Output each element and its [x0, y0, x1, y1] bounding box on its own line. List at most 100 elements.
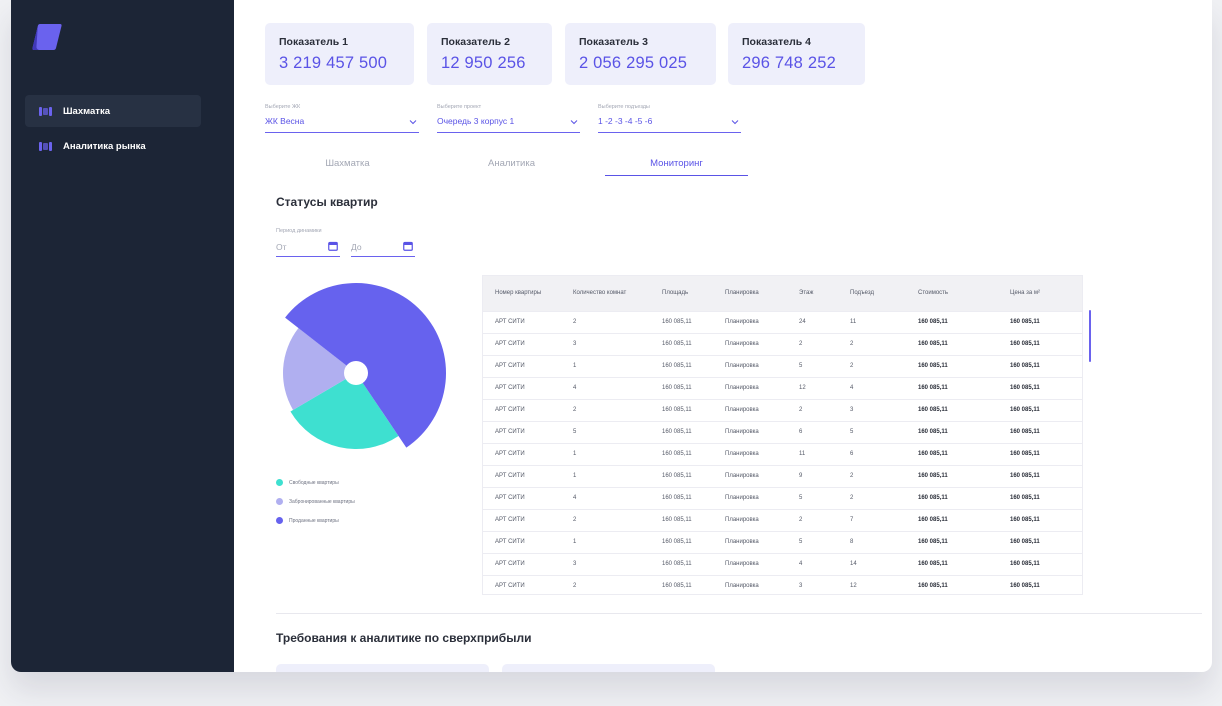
table-cell: 5 — [850, 429, 854, 435]
table-cell: 160 085,11 — [662, 429, 692, 435]
table-cell: 3 — [850, 407, 854, 413]
kpi-value: 12 950 256 — [441, 54, 526, 72]
main-content: Показатель 1 3 219 457 500 Показатель 2 … — [234, 0, 1212, 672]
legend-swatch — [276, 517, 283, 524]
calendar-icon[interactable] — [328, 241, 338, 251]
table-cell: 2 — [799, 517, 803, 523]
pie-slice-sold[interactable] — [285, 282, 447, 448]
table-row[interactable]: АРТ СИТИ 1 160 085,11 Планировка 5 8 160 085,1… — [483, 531, 1082, 553]
chevron-down-icon — [409, 120, 417, 125]
table-cell: 160 085,11 — [662, 495, 692, 501]
legend-swatch — [276, 479, 283, 486]
table-cell: 2 — [850, 363, 854, 369]
column-header[interactable]: Номер квартиры — [495, 290, 542, 297]
column-header[interactable]: Планировка — [725, 290, 759, 297]
legend-item: Забронированные квартиры — [276, 492, 355, 511]
table-scrollbar[interactable] — [1089, 310, 1091, 362]
table-row[interactable]: АРТ СИТИ 1 160 085,11 Планировка 9 2 160 085,1… — [483, 465, 1082, 487]
table-cell: 160 085,11 — [1010, 363, 1040, 369]
table-cell: АРТ СИТИ — [495, 319, 525, 325]
table-cell: 160 085,11 — [918, 385, 948, 391]
complex-select[interactable]: Выберите ЖК ЖК Весна — [265, 104, 419, 133]
date-from-field[interactable]: От — [276, 239, 340, 257]
pie-center-hole — [344, 361, 368, 385]
chevron-down-icon — [731, 120, 739, 125]
column-header[interactable]: Цена за м² — [1010, 290, 1040, 297]
calendar-icon[interactable] — [403, 241, 413, 251]
sidebar-item-chessboard[interactable]: Шахматка — [25, 95, 201, 127]
table-row[interactable]: АРТ СИТИ 4 160 085,11 Планировка 5 2 160 085,1… — [483, 487, 1082, 509]
app-logo-icon[interactable] — [31, 22, 63, 52]
section-title-statuses: Статусы квартир — [276, 195, 378, 209]
date-to-field[interactable]: До — [351, 239, 415, 257]
tab-analytics[interactable]: Аналитика — [487, 158, 536, 169]
table-cell: 12 — [850, 583, 857, 590]
table-cell: Планировка — [725, 473, 759, 479]
table-cell: 160 085,11 — [662, 517, 692, 523]
requirement-card[interactable] — [502, 664, 715, 672]
table-cell: 1 — [573, 451, 577, 457]
table-cell: АРТ СИТИ — [495, 473, 525, 479]
sidebar-item-label: Шахматка — [63, 105, 110, 117]
table-row[interactable]: АРТ СИТИ 3 160 085,11 Планировка 4 14 160 085,… — [483, 553, 1082, 575]
table-cell: 1 — [573, 473, 577, 479]
table-cell: 160 085,11 — [662, 363, 692, 369]
legend-item: Проданные квартиры — [276, 511, 355, 530]
table-cell: АРТ СИТИ — [495, 429, 525, 435]
building-icon — [39, 141, 52, 151]
table-cell: АРТ СИТИ — [495, 539, 525, 545]
table-cell: АРТ СИТИ — [495, 517, 525, 523]
select-value: Очередь 3 корпус 1 — [437, 116, 515, 126]
table-cell: 160 085,11 — [918, 539, 948, 545]
tab-monitoring[interactable]: Мониторинг — [605, 150, 748, 176]
table-cell: 4 — [573, 495, 577, 501]
column-header[interactable]: Количество комнат — [573, 290, 627, 297]
sidebar-item-label: Аналитика рынка — [63, 140, 146, 152]
pie-legend: Свободные квартиры Забронированные кварт… — [276, 473, 355, 530]
table-cell: 3 — [573, 561, 577, 567]
table-cell: 5 — [573, 429, 577, 435]
table-cell: 11 — [850, 319, 857, 325]
table-cell: 2 — [799, 341, 803, 347]
table-row[interactable]: АРТ СИТИ 2 160 085,11 Планировка 24 11 160 085… — [483, 311, 1082, 333]
column-header[interactable]: Площадь — [662, 290, 689, 297]
table-cell: 5 — [799, 539, 803, 545]
pie-slice-free[interactable] — [290, 373, 399, 450]
tab-chessboard[interactable]: Шахматка — [325, 158, 370, 169]
column-header[interactable]: Подъезд — [850, 290, 874, 297]
kpi-label: Показатель 1 — [279, 36, 348, 48]
sidebar-item-market-analytics[interactable]: Аналитика рынка — [25, 130, 201, 162]
pie-slice-reserved[interactable] — [283, 328, 356, 410]
table-cell: 160 085,11 — [918, 363, 948, 369]
table-cell: 160 085,11 — [1010, 319, 1040, 325]
table-cell: Планировка — [725, 495, 759, 501]
date-to-placeholder: До — [351, 242, 362, 252]
table-row[interactable]: АРТ СИТИ 3 160 085,11 Планировка 2 2 160 085,1… — [483, 333, 1082, 355]
table-row[interactable]: АРТ СИТИ 5 160 085,11 Планировка 6 5 160 085,1… — [483, 421, 1082, 443]
table-cell: АРТ СИТИ — [495, 363, 525, 369]
table-cell: 160 085,11 — [1010, 539, 1040, 545]
table-cell: 11 — [799, 451, 806, 457]
kpi-card: Показатель 2 12 950 256 — [427, 23, 552, 85]
table-row[interactable]: АРТ СИТИ 2 160 085,11 Планировка 3 12 160 085,… — [483, 575, 1082, 597]
table-cell: 4 — [850, 385, 854, 391]
entrance-select[interactable]: Выберите подъезды 1 -2 -3 -4 -5 -6 — [598, 104, 741, 133]
table-row[interactable]: АРТ СИТИ 2 160 085,11 Планировка 2 7 160 085,1… — [483, 509, 1082, 531]
table-row[interactable]: АРТ СИТИ 2 160 085,11 Планировка 2 3 160 085,1… — [483, 399, 1082, 421]
table-row[interactable]: АРТ СИТИ 1 160 085,11 Планировка 5 2 160 085,1… — [483, 355, 1082, 377]
table-cell: АРТ СИТИ — [495, 561, 525, 567]
table-cell: 160 085,11 — [918, 451, 948, 457]
table-row[interactable]: АРТ СИТИ 4 160 085,11 Планировка 12 4 160 085,… — [483, 377, 1082, 399]
apartments-table: Номер квартиры Количество комнат Площадь… — [482, 275, 1083, 595]
requirement-card[interactable] — [276, 664, 489, 672]
table-cell: 160 085,11 — [662, 583, 692, 590]
table-row[interactable]: АРТ СИТИ 1 160 085,11 Планировка 11 6 160 085,… — [483, 443, 1082, 465]
column-header[interactable]: Стоимость — [918, 290, 949, 297]
table-cell: 160 085,11 — [1010, 561, 1040, 567]
table-cell: 160 085,11 — [662, 385, 692, 391]
table-cell: АРТ СИТИ — [495, 341, 525, 347]
project-select[interactable]: Выберите проект Очередь 3 корпус 1 — [437, 104, 580, 133]
sidebar: Шахматка Аналитика рынка — [11, 0, 234, 672]
column-header[interactable]: Этаж — [799, 290, 814, 297]
kpi-label: Показатель 4 — [742, 36, 811, 48]
